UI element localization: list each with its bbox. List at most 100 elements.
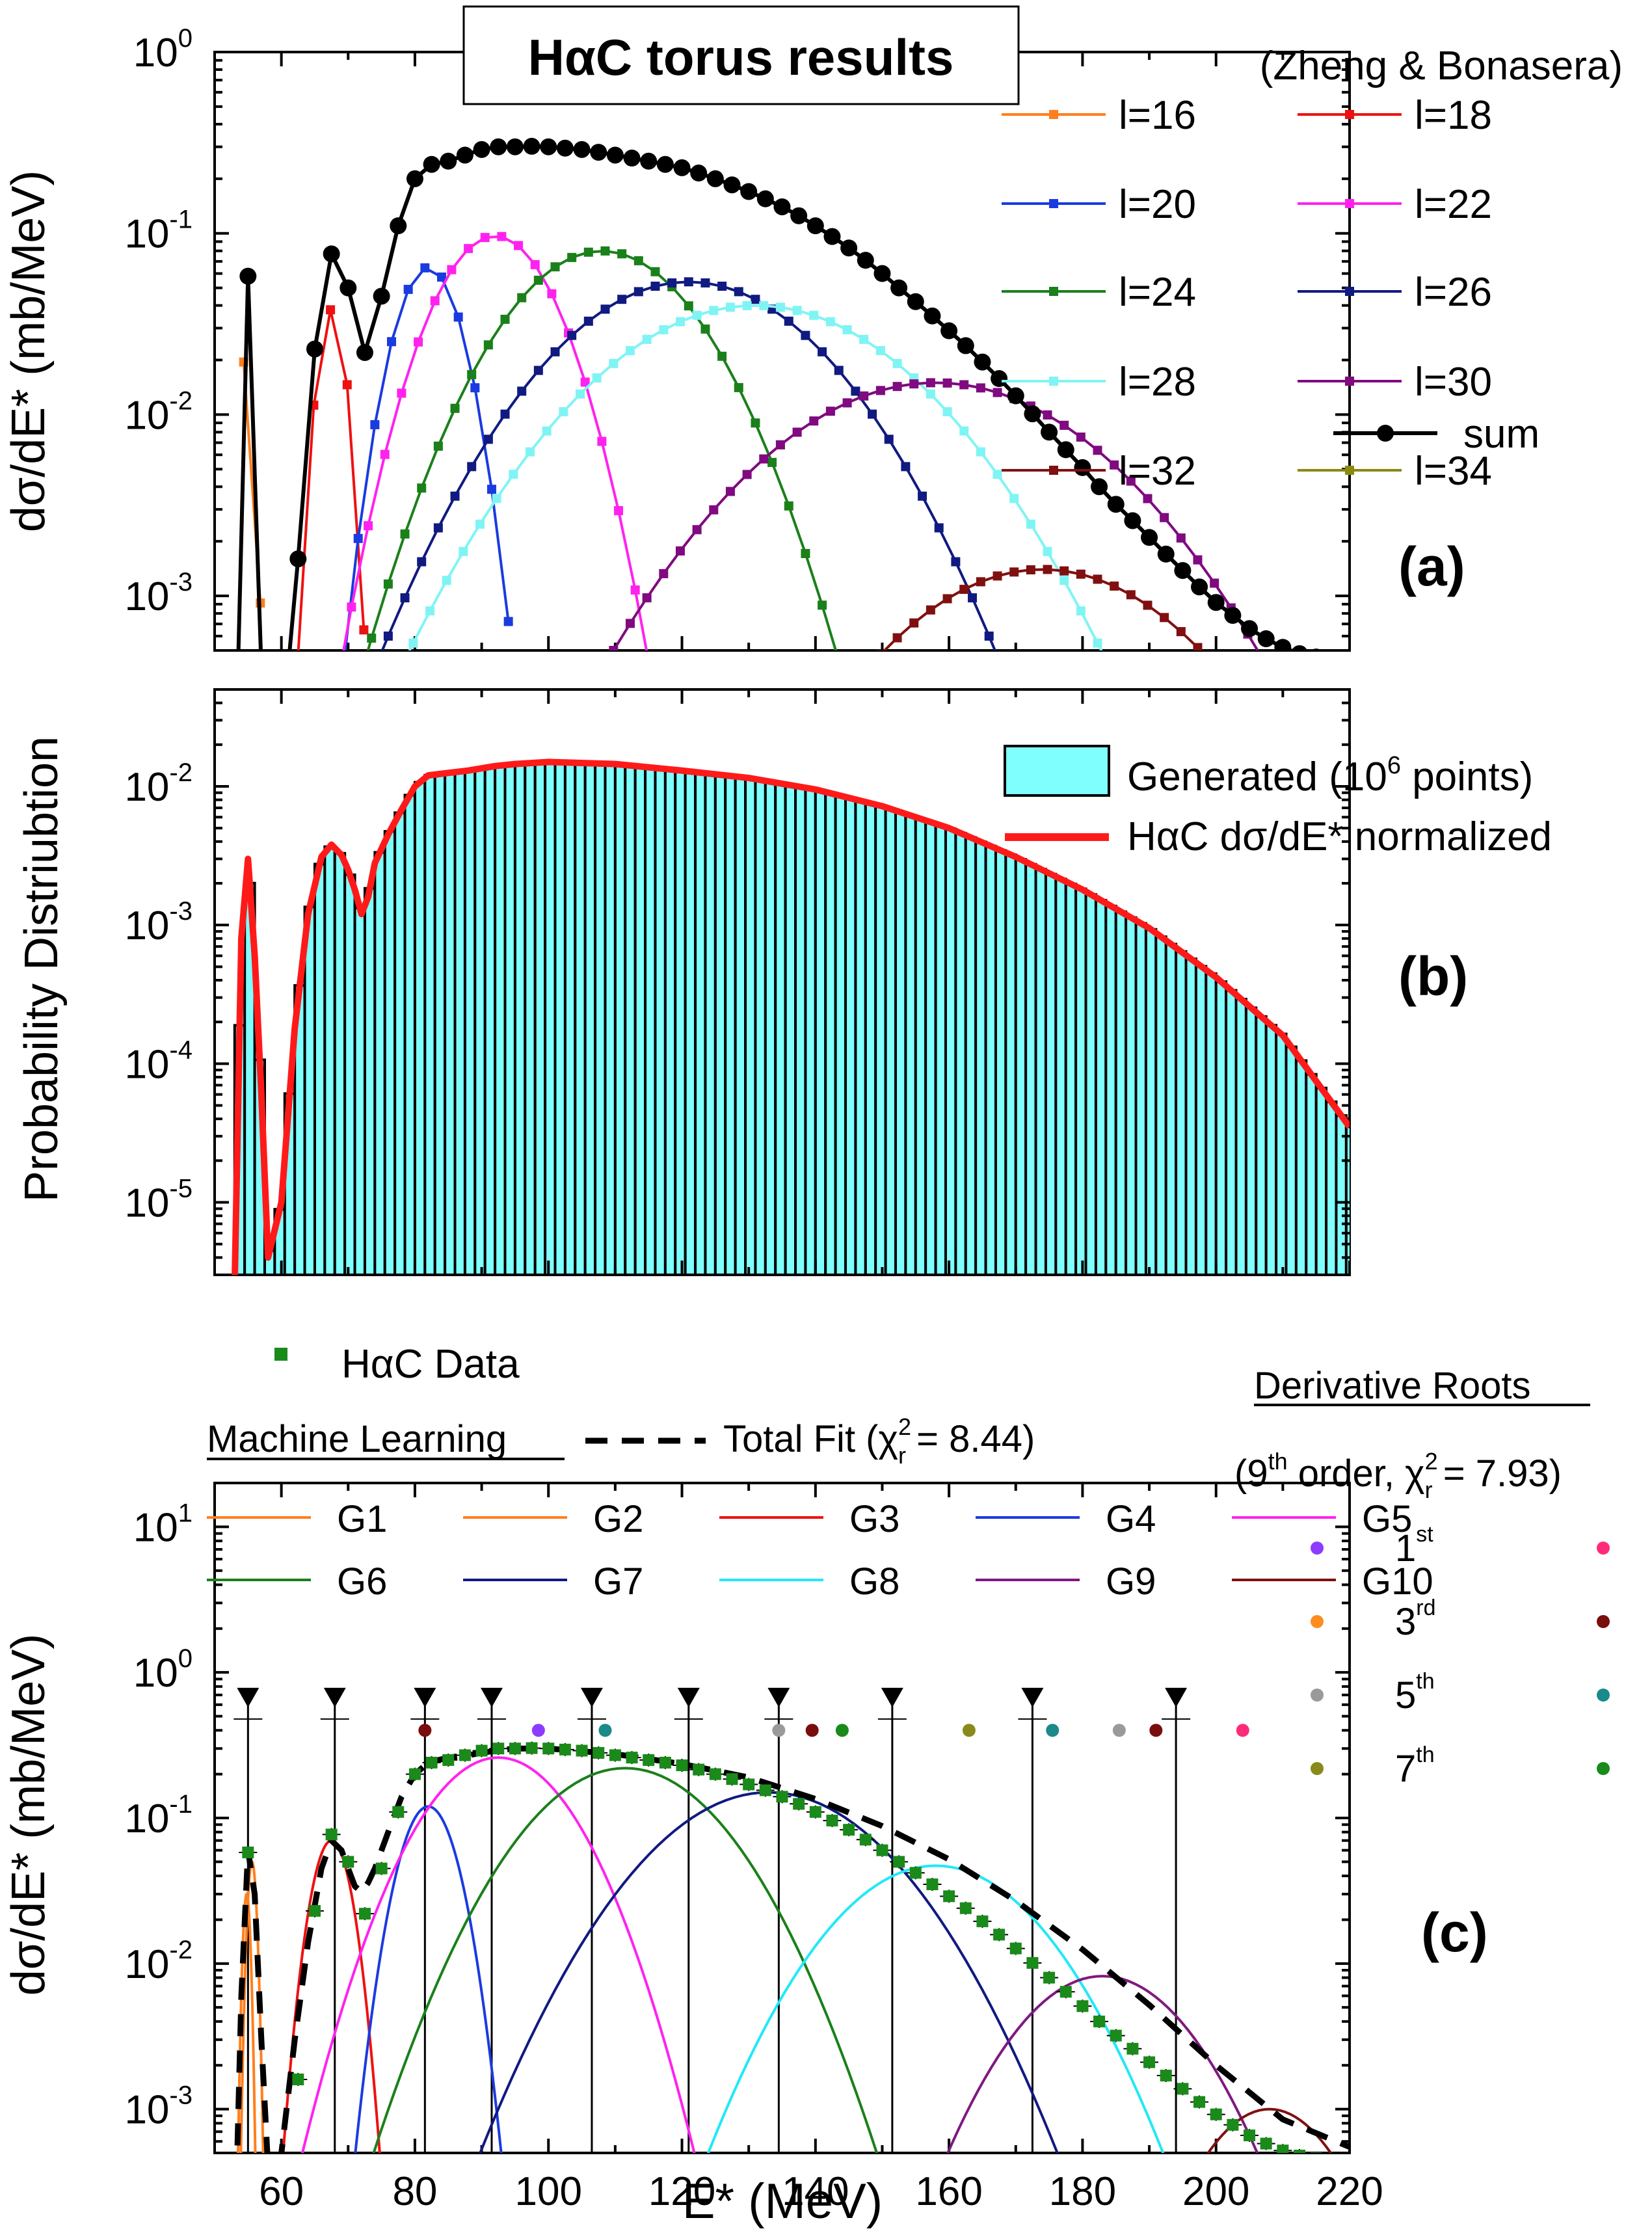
- series-marker-l=28: [842, 325, 852, 334]
- series-marker-l=28: [859, 334, 869, 344]
- total-fit-line: [234, 1745, 1350, 2153]
- histogram-bar: [403, 794, 416, 1275]
- series-marker-l=20: [353, 533, 363, 543]
- histogram-bar: [1175, 950, 1188, 1275]
- series-marker-l=24: [550, 262, 560, 272]
- panel-a-ytick-label: 10-3: [124, 568, 193, 619]
- series-marker-l=26: [483, 434, 493, 444]
- sum-marker: [723, 176, 741, 194]
- series-marker-l=26: [901, 462, 911, 472]
- series-marker-l=26: [700, 278, 710, 287]
- histogram-bar: [373, 851, 386, 1275]
- series-sum: [236, 137, 1335, 650]
- histogram-bar: [1034, 868, 1047, 1275]
- series-marker-l=24: [467, 369, 477, 379]
- sum-marker: [1041, 423, 1058, 441]
- series-marker-l=26: [367, 672, 376, 681]
- series-marker-l=26: [633, 287, 643, 297]
- legend-root-6: [1597, 1689, 1610, 1702]
- sum-marker: [406, 170, 423, 187]
- data-point: [1059, 1986, 1072, 1998]
- data-point: [659, 1756, 671, 1769]
- series-marker-l=24: [583, 247, 593, 257]
- sum-marker: [1274, 639, 1292, 650]
- title-box: [462, 5, 1020, 105]
- series-marker-l=20: [403, 284, 413, 294]
- panel-c-xtick-label: 200: [1182, 2169, 1249, 2214]
- data-point: [459, 1749, 471, 1761]
- histogram-bar: [563, 761, 577, 1275]
- histogram-bar: [1044, 872, 1058, 1275]
- sum-marker: [924, 307, 941, 325]
- panel-c-xtick-label: 120: [648, 2169, 715, 2214]
- histogram-bar: [674, 769, 687, 1275]
- series-marker-l=24: [684, 301, 693, 311]
- histogram-bar: [383, 830, 397, 1275]
- sum-marker: [940, 322, 958, 340]
- marker-triangle: [580, 1687, 603, 1707]
- sum-marker: [1074, 459, 1091, 476]
- data-point: [826, 1814, 838, 1826]
- legend-label-l=26: l=26: [1415, 270, 1492, 315]
- sum-marker: [1157, 545, 1175, 563]
- data-point: [1310, 2152, 1322, 2153]
- series-marker-l=32: [876, 650, 885, 659]
- legend-root-4: [1597, 1615, 1610, 1628]
- marker-triangle: [414, 1687, 436, 1707]
- data-point: [1344, 2155, 1355, 2167]
- series-marker-l=32: [1110, 581, 1119, 591]
- series-marker-l=26: [433, 523, 443, 533]
- sum-marker: [823, 228, 841, 245]
- histogram-bar: [1144, 928, 1158, 1275]
- series-marker-l=24: [818, 600, 827, 610]
- series-marker-l=30: [809, 416, 819, 426]
- panel-b-ylabel: Probability Distriubtion: [16, 736, 68, 1202]
- root-point-5: [1112, 1724, 1126, 1737]
- histogram-bar: [663, 768, 677, 1275]
- sum-marker: [590, 144, 607, 161]
- tick-base: 10: [124, 1797, 169, 1841]
- panel-c-xtick-label: 60: [259, 2169, 304, 2214]
- series-line-l=18: [297, 309, 366, 650]
- series-marker-l=22: [580, 377, 590, 387]
- series-marker-l=20: [420, 263, 430, 273]
- legend-label-G10: G10: [1362, 1560, 1433, 1603]
- sum-marker: [656, 155, 674, 173]
- root-suffix: th: [1416, 1669, 1434, 1694]
- histogram-bar: [574, 761, 587, 1275]
- legend-marker-l=26: [1345, 287, 1354, 296]
- legend-marker-l=18: [1345, 110, 1354, 119]
- histogram-bar: [894, 810, 907, 1275]
- root-point-6: [1046, 1724, 1059, 1737]
- gaussian-G9: [946, 1975, 1259, 2153]
- series-marker-l=30: [593, 675, 602, 684]
- histogram-bar: [1314, 1086, 1328, 1275]
- histogram-bar: [1094, 899, 1108, 1275]
- sum-marker: [239, 267, 257, 285]
- series-marker-l=30: [559, 736, 568, 745]
- series-l=32: [875, 565, 1203, 659]
- series-marker-l=28: [392, 673, 401, 682]
- series-marker-l=30: [1293, 717, 1302, 726]
- series-marker-l=30: [1210, 578, 1219, 588]
- panel-c-label: (c): [1421, 1902, 1488, 1963]
- panel-c-ytick-label: 101: [133, 1499, 193, 1550]
- tick-base: 10: [133, 1505, 178, 1550]
- series-marker-l=22: [597, 436, 607, 446]
- series-marker-l=32: [909, 618, 919, 628]
- data-point: [526, 1742, 538, 1754]
- tick-base: 10: [133, 31, 178, 75]
- tick-exponent: -5: [169, 1175, 193, 1203]
- sum-marker: [640, 152, 658, 170]
- series-marker-l=28: [1110, 673, 1119, 682]
- series-marker-l=28: [642, 334, 652, 344]
- series-marker-l=32: [1160, 613, 1169, 622]
- series-marker-l=30: [1143, 494, 1152, 503]
- histogram-bar: [864, 801, 877, 1275]
- series-marker-l=24: [650, 267, 660, 276]
- series-marker-l=26: [1001, 672, 1010, 681]
- gaussian-G7: [479, 1791, 1059, 2153]
- series-marker-l=30: [1110, 460, 1119, 470]
- panel-c-ytick-label: 10-2: [124, 1936, 193, 1987]
- histogram-bar: [423, 773, 436, 1275]
